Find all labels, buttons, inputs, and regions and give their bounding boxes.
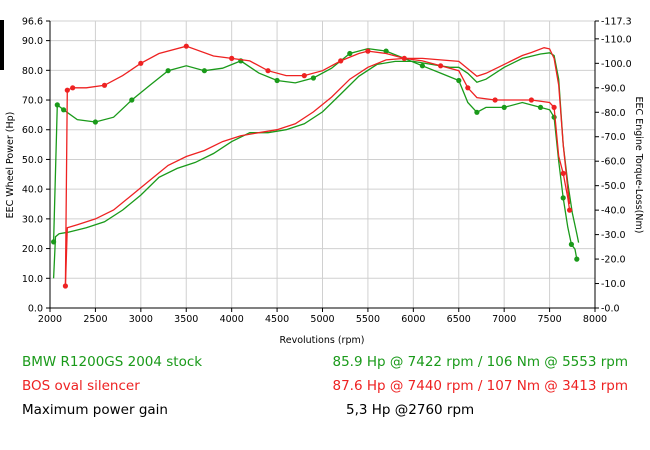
legend-row-gain: Maximum power gain 5,3 Hp @2760 rpm	[22, 402, 628, 424]
x-tick-label: 2500	[83, 314, 107, 325]
torque-point-stock	[574, 256, 580, 262]
torque-point-stock	[560, 195, 566, 201]
torque-point-stock	[537, 104, 544, 110]
gain-label: Maximum power gain	[22, 402, 168, 418]
x-tick-label: 2000	[38, 314, 62, 325]
torque-point-bos	[62, 283, 68, 289]
torque-point-stock	[54, 102, 60, 108]
y-right-tick-label: -20.0	[601, 255, 626, 266]
y-right-tick-label: -110.0	[601, 34, 632, 45]
torque-point-bos	[138, 60, 144, 66]
y-left-tick-label: 80.0	[22, 66, 43, 77]
torque-point-stock	[61, 107, 67, 113]
torque-point-stock	[501, 104, 507, 110]
torque-point-bos	[465, 85, 471, 91]
torque-point-bos	[551, 104, 557, 110]
y-right-tick-label: -80.0	[601, 108, 626, 119]
torque-point-stock	[347, 50, 353, 57]
y-left-tick-label: 40.0	[22, 185, 43, 196]
y-right-tick-label: -30.0	[601, 230, 626, 241]
y-right-tick-label: -0.0	[601, 304, 620, 315]
torque-point-stock	[201, 68, 207, 74]
y-right-tick-label: -90.0	[601, 83, 626, 94]
x-tick-label: 4500	[265, 314, 289, 325]
legend-row-bos: BOS oval silencer 87.6 Hp @ 7440 rpm / 1…	[22, 378, 628, 400]
torque-point-stock	[456, 77, 462, 84]
torque-point-bos	[64, 87, 70, 93]
corner-marker	[0, 20, 4, 70]
y-right-tick-label: -117.3	[601, 17, 632, 28]
x-axis-label: Revolutions (rpm)	[280, 335, 365, 345]
torque-point-stock	[274, 77, 280, 84]
x-tick-label: 6500	[447, 314, 471, 325]
torque-point-bos	[183, 43, 189, 49]
torque-point-bos	[492, 97, 498, 103]
legend-label-bos: BOS oval silencer	[22, 378, 140, 394]
legend-label-stock: BMW R1200GS 2004 stock	[22, 354, 203, 370]
legend-row-stock: BMW R1200GS 2004 stock 85.9 Hp @ 7422 rp…	[22, 354, 628, 376]
y-left-tick-label: 90.0	[22, 36, 43, 47]
torque-point-bos	[567, 207, 573, 213]
y-right-tick-label: -10.0	[601, 279, 626, 290]
torque-point-stock	[419, 63, 425, 69]
torque-point-bos	[101, 82, 108, 88]
torque-point-bos	[265, 68, 271, 74]
y-left-tick-label: 20.0	[22, 244, 43, 255]
y-axis-right-label: EEC Engine Torque-Loss(Nm)	[633, 97, 644, 234]
power-line-stock	[52, 52, 580, 279]
torque-point-stock	[165, 68, 171, 74]
legend-value-bos: 87.6 Hp @ 7440 rpm / 107 Nm @ 3413 rpm	[332, 378, 628, 394]
torque-point-bos	[301, 73, 307, 79]
torque-point-bos	[365, 48, 371, 54]
x-tick-label: 7000	[492, 314, 516, 325]
torque-point-stock	[568, 241, 575, 247]
x-tick-label: 6000	[401, 314, 425, 325]
torque-point-bos	[70, 85, 76, 91]
torque-point-stock	[310, 75, 316, 81]
legend-value-stock: 85.9 Hp @ 7422 rpm / 106 Nm @ 5553 rpm	[332, 354, 628, 370]
x-tick-label: 8000	[583, 314, 607, 325]
y-left-tick-label: 96.6	[22, 17, 43, 28]
torque-point-stock	[551, 114, 557, 120]
y-left-tick-label: 0.0	[28, 304, 43, 315]
dyno-chart: 2000 2500 3000 3500 4000 4500 5000 5500 6000 6500…	[5, 17, 644, 346]
y-right-tick-label: -50.0	[601, 181, 626, 192]
torque-point-stock	[92, 119, 98, 125]
y-left-tick-label: 30.0	[22, 214, 43, 225]
torque-point-stock	[129, 97, 135, 103]
y-left-tick-label: 10.0	[22, 274, 43, 285]
axes: 2000 2500 3000 3500 4000 4500 5000 5500 6000 6500…	[22, 17, 632, 326]
torque-point-bos	[229, 55, 235, 62]
torque-point-stock	[474, 109, 480, 115]
gain-value: 5,3 Hp @2760 rpm	[346, 402, 475, 418]
y-right-tick-label: -100.0	[601, 59, 632, 70]
x-tick-label: 5000	[310, 314, 334, 325]
x-tick-label: 5500	[356, 314, 380, 325]
y-right-tick-label: -70.0	[601, 132, 626, 143]
torque-point-bos	[438, 63, 444, 69]
x-tick-label: 3500	[174, 314, 198, 325]
torque-point-bos	[401, 55, 407, 62]
torque-point-bos	[338, 58, 344, 64]
torque-point-bos	[528, 97, 535, 103]
y-left-tick-label: 60.0	[22, 125, 43, 136]
x-tick-label: 3000	[129, 314, 153, 325]
grid-lines	[49, 20, 596, 309]
y-right-tick-label: -60.0	[601, 157, 626, 168]
y-left-tick-label: 70.0	[22, 96, 43, 107]
y-axis-left-label: EEC Wheel Power (Hp)	[5, 112, 16, 219]
x-tick-label: 7500	[537, 314, 561, 325]
series-layer	[51, 43, 580, 289]
x-tick-label: 4000	[220, 314, 244, 325]
y-right-tick-label: -40.0	[601, 206, 626, 217]
torque-point-bos	[560, 170, 566, 176]
torque-point-stock	[383, 48, 389, 54]
power-line-bos	[64, 47, 571, 288]
y-left-tick-label: 50.0	[22, 155, 43, 166]
torque-point-stock	[51, 239, 57, 245]
torque-line-stock	[52, 47, 578, 260]
torque-line-bos	[64, 45, 571, 287]
